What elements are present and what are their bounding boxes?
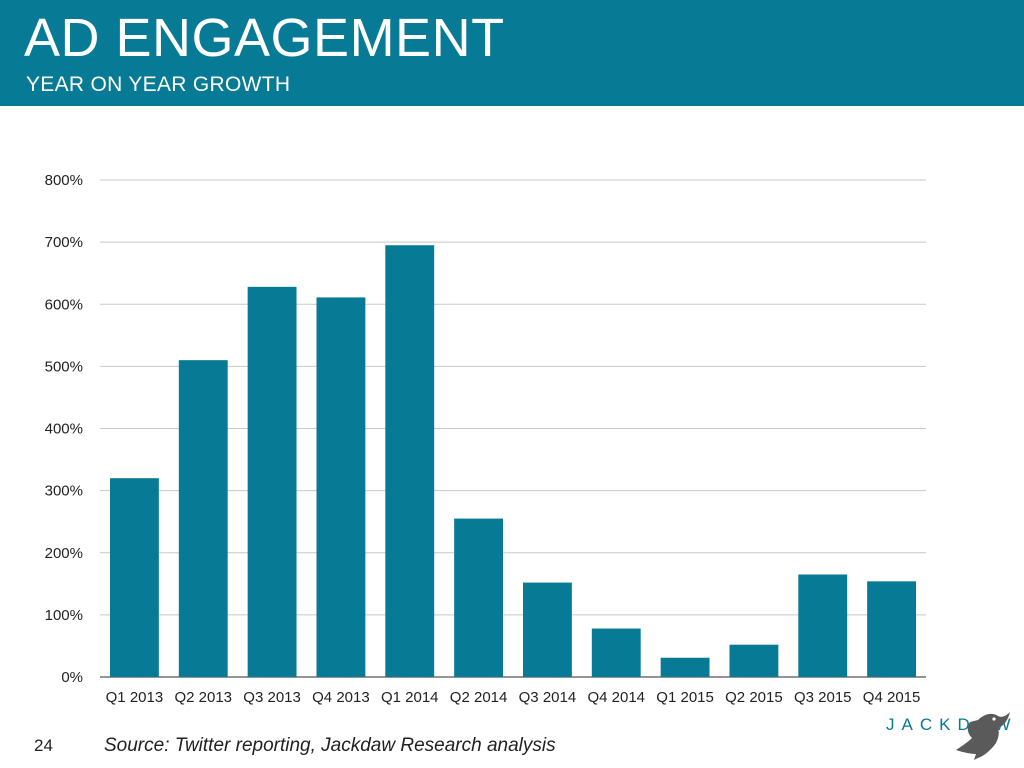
x-tick-label: Q2 2015 <box>725 689 783 706</box>
page-subtitle: YEAR ON YEAR GROWTH <box>26 73 291 96</box>
x-tick-label: Q2 2013 <box>174 689 232 706</box>
header-banner: AD ENGAGEMENT YEAR ON YEAR GROWTH <box>0 0 1024 106</box>
bar <box>867 581 917 677</box>
jackdaw-bird-icon <box>956 712 1010 760</box>
gridlines <box>100 179 926 678</box>
bar <box>385 245 435 677</box>
x-tick-label: Q1 2013 <box>106 689 164 706</box>
bar <box>178 360 228 677</box>
x-tick-label: Q4 2013 <box>312 689 370 706</box>
bar <box>660 657 710 677</box>
y-tick-label: 100% <box>45 607 83 624</box>
bar <box>109 478 159 677</box>
bar <box>247 286 297 677</box>
y-tick-label: 600% <box>45 296 83 313</box>
bar <box>316 297 366 677</box>
y-tick-label: 300% <box>45 483 83 500</box>
y-tick-label: 700% <box>45 234 83 251</box>
x-tick-label: Q4 2015 <box>863 689 921 706</box>
bar <box>454 518 504 677</box>
y-tick-label: 200% <box>45 545 83 562</box>
x-tick-label: Q3 2014 <box>519 689 577 706</box>
x-tick-label: Q4 2014 <box>587 689 645 706</box>
page-title: AD ENGAGEMENT <box>24 8 505 68</box>
page-number: 24 <box>34 736 53 755</box>
bars <box>109 245 917 677</box>
x-tick-label: Q3 2013 <box>243 689 301 706</box>
bar <box>522 582 572 677</box>
x-axis-ticks: Q1 2013 Q2 2013 Q3 2013 Q4 2013 Q1 2014 Q2 20… <box>106 689 921 706</box>
x-tick-label: Q2 2014 <box>450 689 508 706</box>
bar <box>729 644 779 677</box>
x-tick-label: Q1 2015 <box>656 689 714 706</box>
bar <box>798 574 848 677</box>
y-tick-label: 500% <box>45 358 83 375</box>
bar <box>591 628 641 677</box>
y-tick-label: 400% <box>45 421 83 438</box>
x-tick-label: Q1 2014 <box>381 689 439 706</box>
y-axis-ticks: 0% 100% 200% 300% 400% 500% 600% 700% 800% <box>45 172 83 686</box>
x-tick-label: Q3 2015 <box>794 689 852 706</box>
y-tick-label: 0% <box>61 669 83 686</box>
source-note: Source: Twitter reporting, Jackdaw Resea… <box>104 735 556 756</box>
y-tick-label: 800% <box>45 172 83 189</box>
